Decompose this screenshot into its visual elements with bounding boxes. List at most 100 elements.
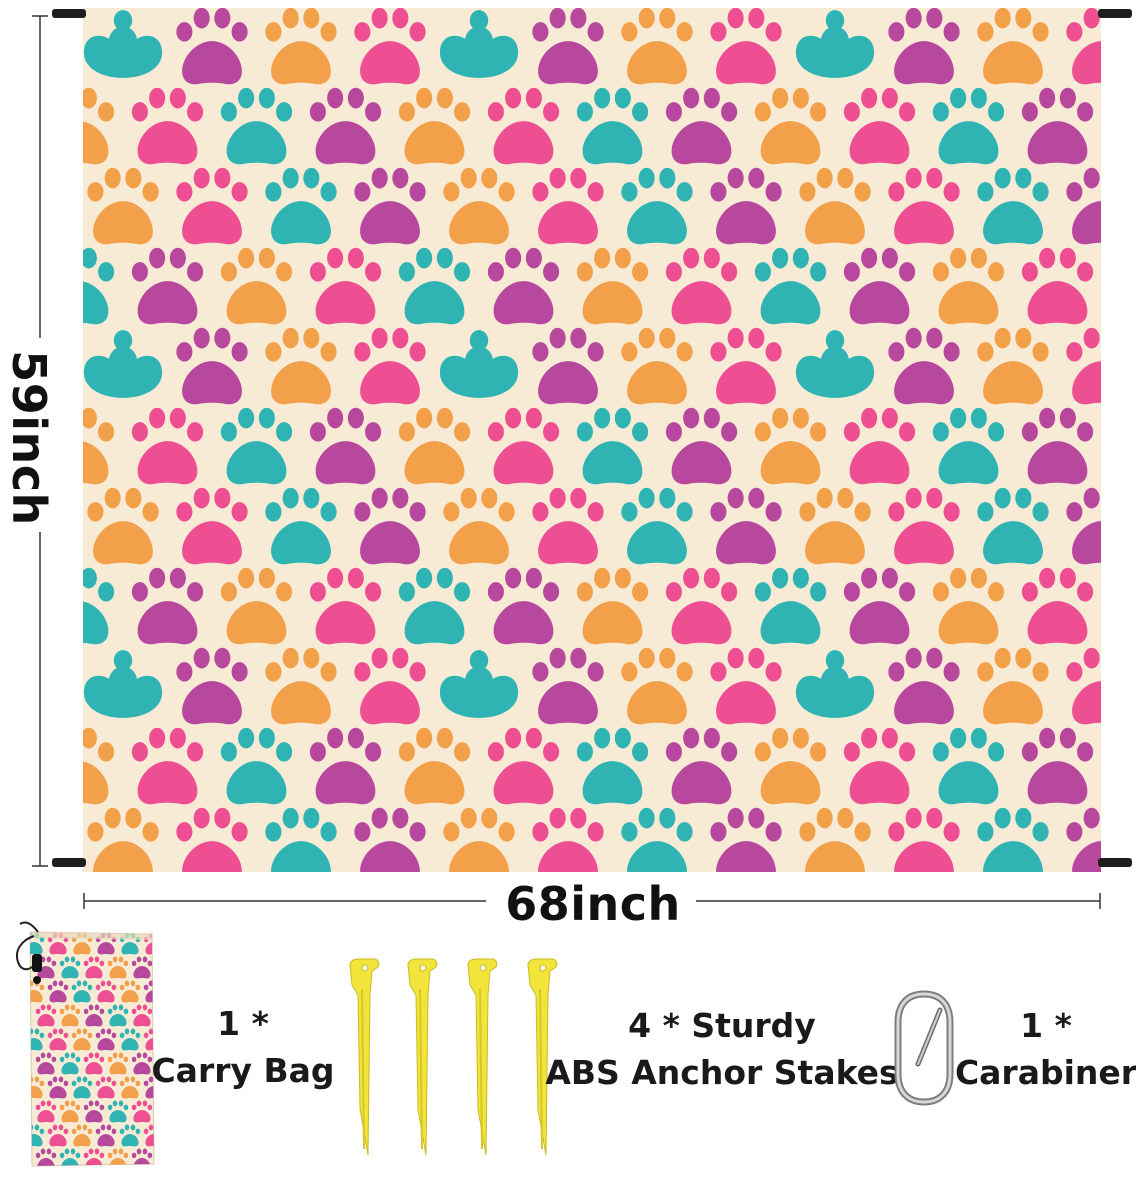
stake-icon (467, 958, 498, 1156)
paw-print-mark (119, 1124, 141, 1147)
paw-print-mark (1066, 327, 1101, 405)
height-dimension-line (32, 15, 48, 867)
paw-print-mark (176, 327, 248, 405)
paw-print-mark (576, 87, 649, 165)
cloud-print-mark (439, 650, 519, 718)
paw-print-mark (220, 87, 293, 165)
paw-print-mark (710, 647, 782, 725)
anchor-stakes (349, 958, 558, 1156)
paw-print-mark (487, 727, 560, 805)
paw-print-mark (265, 807, 337, 872)
paw-print-mark (576, 567, 649, 645)
paw-print-mark (1021, 727, 1094, 805)
paw-print-mark (354, 807, 426, 872)
paw-print-mark (309, 87, 382, 165)
paw-print-mark (710, 487, 782, 565)
paw-print-mark (1066, 167, 1101, 245)
stake-icon (407, 958, 438, 1156)
paw-print-mark (156, 1148, 164, 1170)
paw-print-mark (107, 1052, 129, 1075)
paw-print-mark (265, 487, 337, 565)
paw-print-mark (309, 407, 382, 485)
paw-print-mark (354, 647, 426, 725)
paw-print-mark (576, 407, 649, 485)
paw-print-mark (265, 327, 337, 405)
paw-print-mark (977, 807, 1049, 872)
paw-print-mark (576, 247, 649, 325)
paw-print-mark (265, 647, 337, 725)
paw-print-mark (888, 807, 960, 872)
paw-print-mark (95, 980, 117, 1003)
paw-print-mark (265, 8, 337, 85)
paw-print-mark (95, 1028, 117, 1051)
paw-print-mark (354, 327, 426, 405)
paw-print-mark (532, 8, 604, 85)
paw-print-mark (1066, 807, 1101, 872)
paw-print-mark (354, 8, 426, 85)
paw-print-mark (799, 167, 871, 245)
paw-print-mark (576, 727, 649, 805)
paw-print-mark (621, 807, 693, 872)
carry-bag-qty: 1 * (217, 1004, 269, 1043)
stake-icon (349, 958, 380, 1156)
paw-print-mark (87, 167, 159, 245)
paw-print-mark (131, 1004, 153, 1027)
paw-print-mark (621, 327, 693, 405)
stakes-qty: 4 * Sturdy (628, 1006, 816, 1045)
paw-print-mark (35, 1052, 57, 1075)
paw-print-mark (1021, 247, 1094, 325)
paw-print-mark (843, 407, 916, 485)
paw-print-mark (888, 487, 960, 565)
paw-print-mark (532, 647, 604, 725)
width-label: 68inch (505, 877, 681, 931)
paw-print-mark (443, 167, 515, 245)
paw-print-mark (354, 167, 426, 245)
paw-print-mark (398, 567, 471, 645)
paw-print-mark (665, 567, 738, 645)
paw-print-mark (710, 807, 782, 872)
paw-print-mark (131, 407, 204, 485)
paw-print-mark (443, 807, 515, 872)
paw-print-mark (309, 727, 382, 805)
paw-print-mark (265, 167, 337, 245)
paw-print-mark (1066, 647, 1101, 725)
paw-print-mark (398, 407, 471, 485)
cloud-print-mark (83, 330, 163, 398)
paw-print-mark (143, 980, 154, 1003)
paw-print-mark (1021, 87, 1094, 165)
paw-print-mark (354, 487, 426, 565)
carabiner-name: Carabiner (954, 1053, 1136, 1092)
paw-print-mark (156, 956, 164, 978)
cloud-print-mark (795, 330, 875, 398)
paw-print-mark (977, 327, 1049, 405)
paw-print-mark (107, 1148, 129, 1166)
stakes-name: ABS Anchor Stakes (545, 1053, 899, 1092)
paw-print-mark (71, 980, 93, 1003)
paw-print-mark (95, 1076, 117, 1099)
paw-print-mark (83, 87, 115, 165)
paw-print-mark (932, 567, 1005, 645)
paw-print-mark (754, 727, 827, 805)
paw-print-mark (487, 407, 560, 485)
cloud-print-mark (83, 10, 163, 78)
stakes-caption: 4 * Sturdy ABS Anchor Stakes (545, 1002, 898, 1096)
carabiner-caption: 1 * Carabiner (955, 1002, 1136, 1096)
paw-print-mark (710, 327, 782, 405)
carabiner-icon (894, 990, 954, 1106)
paw-print-mark (487, 567, 560, 645)
paw-print-mark (710, 8, 782, 85)
paw-print-mark (443, 487, 515, 565)
cloud-print-mark (83, 650, 163, 718)
paw-print-mark (107, 1100, 129, 1123)
paw-print-mark (87, 487, 159, 565)
paw-print-mark (176, 647, 248, 725)
paw-print-mark (143, 1076, 154, 1099)
width-dimension-line (83, 893, 1101, 909)
top-left-rod (52, 9, 86, 18)
paw-print-mark (621, 8, 693, 85)
paw-print-mark (83, 247, 115, 325)
paw-print-mark (1066, 487, 1101, 565)
paw-print-mark (131, 567, 204, 645)
paw-print-mark (47, 1076, 69, 1099)
paw-print-mark (83, 1052, 105, 1075)
